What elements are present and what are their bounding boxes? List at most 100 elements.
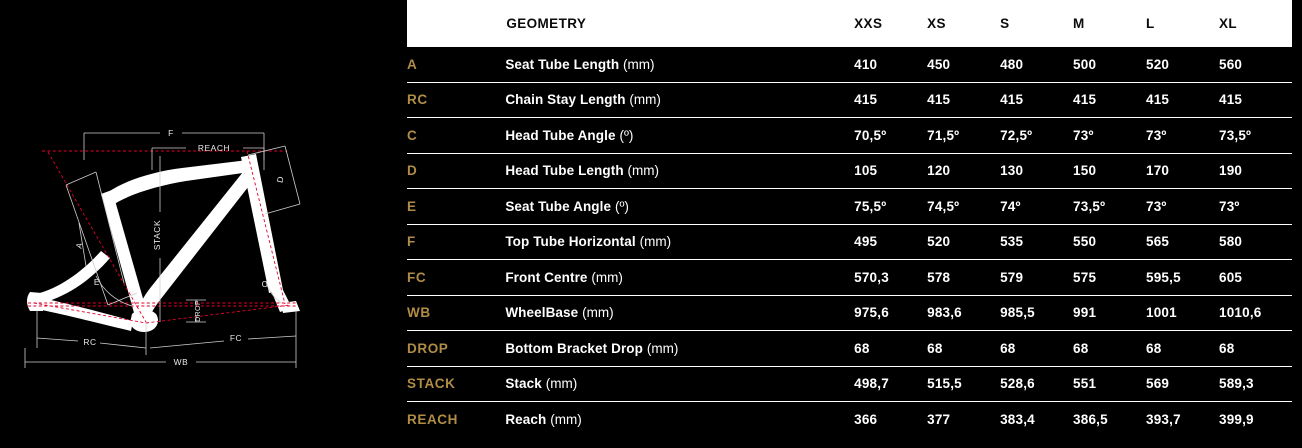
cell-xxs: 105 xyxy=(854,152,928,189)
cell-m: 551 xyxy=(1073,365,1147,402)
header-size-xxs: XXS xyxy=(854,0,928,47)
cell-xs: 68 xyxy=(927,330,1001,366)
row-label-unit: (mm) xyxy=(629,92,661,108)
diagram-label-reach: REACH xyxy=(198,143,230,153)
cell-s: 383,4 xyxy=(1000,401,1074,437)
row-label-unit: (mm) xyxy=(550,411,582,427)
row-code: E xyxy=(407,188,506,224)
row-label-unit: (mm) xyxy=(545,376,578,392)
cell-xxs: 75,5º xyxy=(854,188,928,224)
row-code: RC xyxy=(407,81,506,118)
cell-l: 565 xyxy=(1146,223,1219,260)
cell-xl: 415 xyxy=(1218,81,1292,118)
cell-xs: 450 xyxy=(927,47,1001,82)
diagram-label-c: C xyxy=(262,279,269,289)
row-label: Bottom Bracket Drop (mm) xyxy=(505,330,855,366)
header-size-m: M xyxy=(1073,0,1147,47)
cell-m: 500 xyxy=(1073,47,1147,82)
cell-xl: 68 xyxy=(1218,330,1292,366)
cell-xs: 415 xyxy=(927,81,1001,118)
row-label-unit: (mm) xyxy=(623,56,655,72)
row-label-unit: (mm) xyxy=(627,163,660,179)
row-label-unit: (º) xyxy=(614,198,629,214)
row-label-unit: (mm) xyxy=(639,234,672,250)
cell-m: 73,5º xyxy=(1073,188,1147,224)
cell-xl: 589,3 xyxy=(1218,365,1292,402)
construction-lines xyxy=(28,150,298,324)
table-row: WB WheelBase (mm) 975,6 983,6 985,5 991 1001 10… xyxy=(407,294,1292,331)
cell-xl: 73,5º xyxy=(1218,117,1292,153)
diagram-label-rc: RC xyxy=(83,337,96,347)
cell-s: 415 xyxy=(1000,81,1074,118)
geometry-table: GEOMETRY XXS XS S M L XL A Seat Tube Leng… xyxy=(407,0,1292,437)
diagram-label-d: D xyxy=(274,175,285,184)
row-label: Seat Tube Angle (º) xyxy=(505,188,855,224)
header-geometry: GEOMETRY xyxy=(505,0,855,47)
cell-xs: 74,5º xyxy=(927,188,1001,224)
row-label-unit: (mm) xyxy=(591,269,623,285)
row-label-name: Reach xyxy=(505,411,547,427)
row-code: STACK xyxy=(407,365,506,402)
row-code: D xyxy=(407,152,506,189)
table-row: D Head Tube Length (mm) 105 120 130 150 170 190 xyxy=(407,152,1292,189)
cell-xl: 1010,6 xyxy=(1218,294,1292,331)
row-label-name: Chain Stay Length xyxy=(505,92,626,108)
row-label: Front Centre (mm) xyxy=(505,259,855,295)
row-label-name: Bottom Bracket Drop xyxy=(505,340,643,356)
cell-xxs: 975,6 xyxy=(854,294,928,331)
cell-xs: 515,5 xyxy=(927,365,1001,402)
row-label: WheelBase (mm) xyxy=(505,294,855,331)
cell-xl: 605 xyxy=(1218,259,1292,295)
cell-m: 415 xyxy=(1073,81,1147,118)
table-row: FC Front Centre (mm) 570,3 578 579 575 595,5 60… xyxy=(407,259,1292,295)
cell-m: 575 xyxy=(1073,259,1147,295)
diagram-label-drop: DROP xyxy=(195,300,202,322)
row-label: Chain Stay Length (mm) xyxy=(505,81,855,118)
cell-s: 579 xyxy=(1000,259,1074,295)
cell-xs: 578 xyxy=(927,259,1001,295)
cell-m: 991 xyxy=(1073,294,1147,331)
row-label-name: Front Centre xyxy=(505,269,588,285)
row-label-name: WheelBase xyxy=(505,305,579,321)
cell-xxs: 415 xyxy=(854,81,928,118)
cell-m: 68 xyxy=(1073,330,1147,366)
cell-m: 73º xyxy=(1073,117,1147,153)
diagram-label-stack: STACK xyxy=(152,220,162,250)
diagram-label-e: E xyxy=(94,277,100,287)
cell-xl: 399,9 xyxy=(1218,401,1292,437)
cell-xs: 377 xyxy=(927,401,1001,437)
row-label: Top Tube Horizontal (mm) xyxy=(505,223,855,260)
cell-l: 415 xyxy=(1146,81,1219,118)
row-code: C xyxy=(407,117,506,153)
bicycle-frame-outline xyxy=(27,154,300,333)
row-label-name: Seat Tube Length xyxy=(505,56,620,72)
cell-xs: 520 xyxy=(927,223,1001,260)
cell-m: 386,5 xyxy=(1073,401,1147,437)
table-row: DROP Bottom Bracket Drop (mm) 68 68 68 68 68 68 xyxy=(407,330,1292,366)
header-code-column xyxy=(407,0,506,47)
geometry-table-pane: GEOMETRY XXS XS S M L XL A Seat Tube Leng… xyxy=(400,0,1302,448)
geometry-table-head: GEOMETRY XXS XS S M L XL xyxy=(407,0,1292,47)
cell-l: 520 xyxy=(1146,47,1219,82)
cell-s: 68 xyxy=(1000,330,1074,366)
table-row: C Head Tube Angle (º) 70,5º 71,5º 72,5º 73º 73… xyxy=(407,117,1292,153)
cell-xs: 71,5º xyxy=(927,117,1001,153)
cell-xxs: 410 xyxy=(854,47,928,82)
header-size-xl: XL xyxy=(1218,0,1292,47)
row-label: Head Tube Angle (º) xyxy=(505,117,855,153)
cell-m: 550 xyxy=(1073,223,1147,260)
cell-s: 72,5º xyxy=(1000,117,1074,153)
header-size-xs: XS xyxy=(927,0,1001,47)
cell-s: 985,5 xyxy=(1000,294,1074,331)
cell-l: 393,7 xyxy=(1146,401,1219,437)
row-label-name: Top Tube Horizontal xyxy=(505,234,636,250)
dimension-lines xyxy=(24,132,301,368)
table-row: F Top Tube Horizontal (mm) 495 520 535 550 565… xyxy=(407,223,1292,260)
cell-s: 480 xyxy=(1000,47,1074,82)
row-label: Stack (mm) xyxy=(505,365,855,402)
row-label-unit: (º) xyxy=(619,127,634,143)
table-row: A Seat Tube Length (mm) 410 450 480 500 520 560 xyxy=(407,47,1292,82)
geometry-table-body: A Seat Tube Length (mm) 410 450 480 500 520 560… xyxy=(407,47,1292,437)
row-code: A xyxy=(407,47,506,82)
